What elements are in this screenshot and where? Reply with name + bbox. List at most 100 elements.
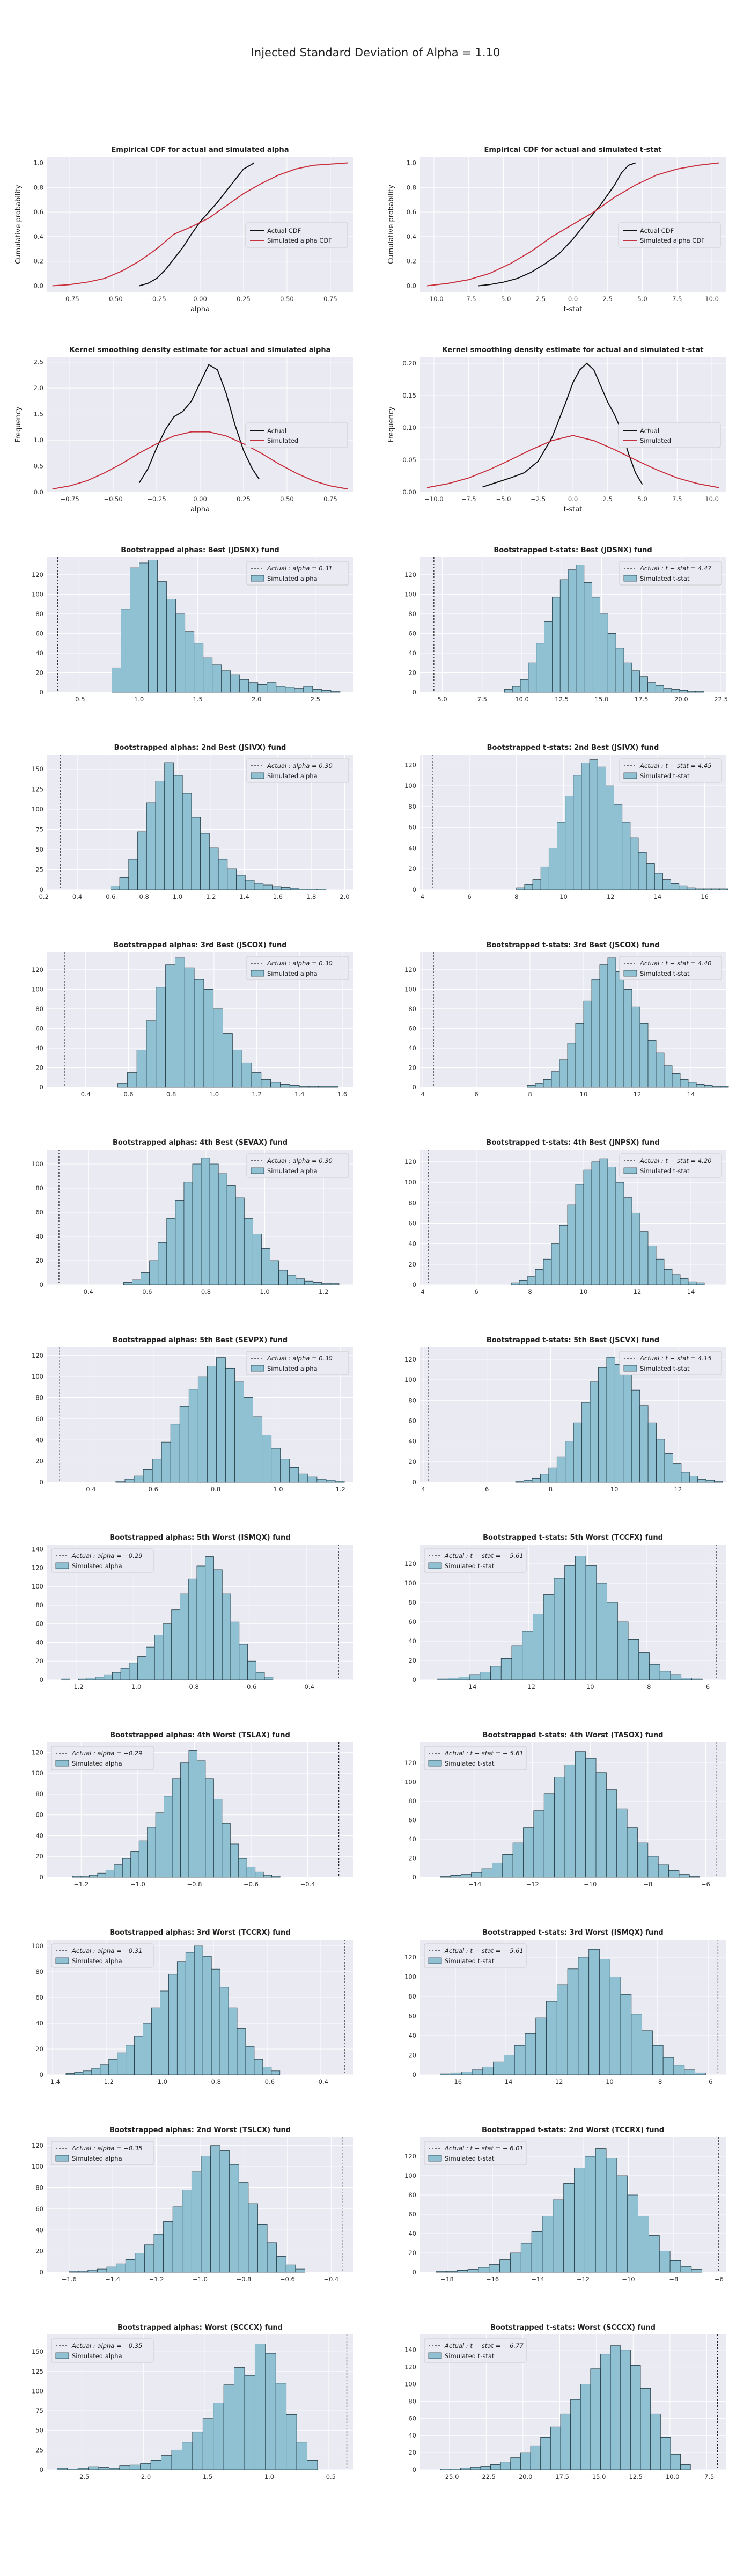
y-tick-label: 40	[408, 2032, 416, 2039]
histogram-bar	[490, 2464, 501, 2470]
legend-box	[246, 1153, 349, 1178]
histogram-bar	[655, 685, 664, 693]
legend-box	[619, 758, 722, 783]
x-tick-label: 4	[421, 1091, 424, 1098]
histogram-bar	[194, 1945, 203, 2075]
histogram-bar	[238, 2182, 249, 2273]
x-axis-label: alpha	[190, 506, 210, 514]
x-tick-label: 0.25	[237, 295, 251, 303]
y-tick-label: 80	[35, 1394, 43, 1402]
histogram-bar	[719, 888, 728, 890]
histogram-bar	[201, 1158, 210, 1285]
histogram-bar	[684, 2069, 695, 2075]
x-tick-label: 2.5	[603, 495, 613, 503]
x-tick-label: 12	[634, 1288, 642, 1296]
histogram-bar	[607, 957, 616, 1088]
histogram-bar	[155, 781, 165, 890]
histogram-bar	[481, 1868, 492, 1878]
y-tick-label: 0.20	[402, 360, 416, 367]
x-tick-label: 5.0	[637, 495, 647, 503]
y-tick-label: 75	[35, 826, 43, 833]
legend-box	[246, 561, 349, 586]
x-tick-label: −8	[643, 1880, 652, 1888]
histogram-bar	[136, 1050, 147, 1088]
legend-swatch	[428, 2352, 442, 2359]
chart-title: Bootstrapped t-stats: Best (JDSNX) fund	[494, 546, 652, 554]
histogram-bar	[695, 691, 704, 693]
histogram-bar	[163, 1623, 172, 1680]
x-tick-label: 7.5	[672, 495, 682, 503]
x-tick-label: −6	[704, 2078, 713, 2085]
subplot-21: 0 20 40 60 80 100 120 −1.6 −1.4 −1.2 −1.0 −0.8 −0.6 −…	[32, 2126, 353, 2283]
histogram-bar	[583, 1000, 592, 1088]
y-tick-label: 100	[404, 1579, 416, 1587]
subplot-5: 0 20 40 60 80 100 120 0.5 1.0 1.5 2.0 2.5 Bootstrapp…	[32, 546, 353, 703]
y-axis-label: Cumulative probability	[387, 185, 395, 264]
x-tick-label: −14	[463, 1683, 476, 1690]
histogram-bar	[216, 1357, 226, 1483]
histogram-bar	[179, 1406, 189, 1483]
histogram-bar	[679, 690, 688, 693]
y-tick-label: 0	[413, 886, 416, 894]
histogram-bar	[303, 686, 313, 693]
x-tick-label: 16	[701, 893, 709, 901]
chart-title: Bootstrapped alphas: 2nd Worst (TSLCX) f…	[109, 2126, 291, 2134]
legend-box	[51, 2141, 154, 2165]
x-tick-label: −16	[449, 2078, 462, 2085]
y-tick-label: 120	[404, 966, 416, 974]
histogram-bar	[553, 2199, 564, 2273]
histogram-bar	[280, 1084, 290, 1088]
x-tick-label: 14	[687, 1288, 695, 1296]
histogram-bar	[67, 2469, 78, 2470]
histogram-bar	[209, 847, 219, 890]
histogram-bar	[180, 1593, 189, 1680]
histogram-bar	[615, 1182, 624, 1285]
histogram-bar	[639, 1023, 649, 1088]
series-line-1	[138, 364, 260, 484]
histogram-bar	[124, 1479, 135, 1483]
histogram-bar	[153, 2234, 164, 2273]
x-axis-label: t-stat	[564, 305, 583, 313]
y-tick-label: 40	[35, 1044, 43, 1052]
chart-title: Empirical CDF for actual and simulated t…	[484, 146, 662, 154]
histogram-bar	[540, 1474, 549, 1483]
y-tick-label: 40	[408, 1637, 416, 1645]
y-tick-label: 40	[35, 2226, 43, 2234]
histogram-bar	[218, 1173, 227, 1285]
y-tick-label: 100	[404, 1179, 416, 1186]
histogram-bar	[460, 2468, 471, 2470]
legend-box	[246, 956, 349, 980]
y-tick-label: 60	[408, 1417, 416, 1424]
legend-swatch	[428, 1562, 442, 1569]
x-tick-label: 20.0	[674, 696, 688, 703]
y-tick-label: 40	[35, 1233, 43, 1240]
histogram-bar	[528, 662, 537, 693]
legend-swatch	[55, 1562, 69, 1569]
histogram-bar	[695, 888, 704, 890]
series-line-2	[426, 162, 719, 287]
histogram-bar	[218, 859, 228, 890]
y-tick-label: 100	[32, 1583, 43, 1590]
histogram-bar	[457, 2270, 468, 2273]
histogram-bar	[480, 1672, 491, 1680]
y-tick-label: 100	[404, 2381, 416, 2388]
histogram-bar	[78, 2271, 89, 2273]
y-tick-label: 0.8	[34, 184, 43, 191]
histogram-bar	[548, 1467, 557, 1483]
histogram-bar	[446, 2271, 458, 2273]
histogram-bar	[535, 1083, 544, 1088]
subplot-16: 0 20 40 60 80 100 120 −14 −12 −10 −8 −6 Bootstrapped…	[404, 1534, 726, 1690]
histogram-bar	[525, 2033, 536, 2075]
y-tick-label: 40	[408, 2230, 416, 2237]
legend-label: Simulated alpha	[72, 1760, 122, 1767]
histogram-bar	[557, 822, 566, 890]
y-tick-label: 120	[32, 1748, 43, 1756]
y-tick-label: 20	[35, 1064, 43, 1071]
x-tick-label: −1.2	[99, 2078, 114, 2085]
histogram-bar	[631, 1389, 640, 1483]
histogram-bar	[554, 1578, 565, 1680]
legend-label: Actual : t − stat = − 6.01	[444, 2145, 524, 2152]
histogram-bar	[527, 1085, 536, 1088]
y-tick-label: 50	[35, 846, 43, 853]
x-tick-label: 2.5	[603, 295, 613, 303]
